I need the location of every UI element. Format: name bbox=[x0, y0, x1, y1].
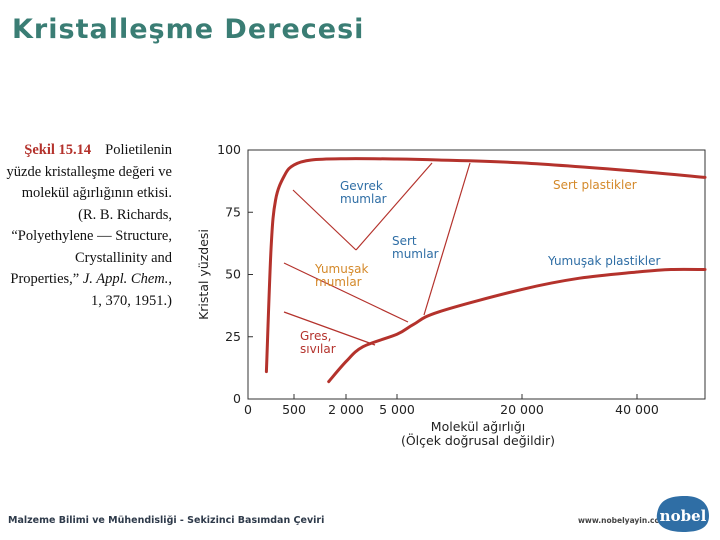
figure-caption: Şekil 15.14 Polietilenin yüzde kristalleş… bbox=[4, 140, 172, 312]
region-label: Gres, bbox=[300, 329, 331, 343]
lower-boundary-curve bbox=[327, 267, 707, 384]
slide-title: Kristalleşme Derecesi bbox=[12, 14, 365, 45]
region-label: Yumuşak bbox=[314, 262, 368, 276]
x-tick-label: 20 000 bbox=[500, 402, 544, 417]
upper-boundary-curve bbox=[264, 157, 707, 374]
region-label: Sert plastikler bbox=[553, 178, 637, 192]
x-tick-label: 2 000 bbox=[328, 402, 364, 417]
nobel-logo: nobel bbox=[656, 496, 709, 532]
region-label: mumlar bbox=[392, 247, 439, 261]
x-tick-label: 40 000 bbox=[615, 402, 659, 417]
region-divider bbox=[355, 162, 433, 251]
caption-citation: , 1, 370, 1951.) bbox=[91, 271, 172, 309]
x-tick-label: 0 bbox=[244, 402, 252, 417]
footer-text: Malzeme Bilimi ve Mühendisliği - Sekizin… bbox=[8, 515, 325, 526]
y-tick-label: 25 bbox=[225, 329, 241, 344]
region-label: Sert bbox=[392, 234, 417, 248]
region-divider bbox=[292, 189, 357, 251]
y-axis-label: Kristal yüzdesi bbox=[196, 229, 211, 320]
y-tick-label: 75 bbox=[225, 204, 241, 219]
region-label: mumlar bbox=[315, 275, 362, 289]
region-label: mumlar bbox=[340, 192, 387, 206]
logo-text: nobel bbox=[660, 507, 707, 525]
y-tick-label: 50 bbox=[225, 267, 241, 282]
region-label: sıvılar bbox=[300, 342, 336, 356]
caption-text: Polietilenin yüzde kristalleşme değeri v… bbox=[6, 142, 172, 287]
region-divider bbox=[283, 262, 409, 323]
x-tick-label: 5 000 bbox=[379, 402, 415, 417]
website-url: www.nobelyayin.com bbox=[578, 516, 668, 525]
figure-label: Şekil 15.14 bbox=[24, 142, 92, 158]
x-axis-label: (Ölçek doğrusal değildir) bbox=[401, 432, 555, 448]
caption-journal: J. Appl. Chem. bbox=[82, 271, 169, 287]
region-divider bbox=[283, 311, 376, 346]
x-tick-label: 500 bbox=[282, 402, 306, 417]
region-label: Yumuşak plastikler bbox=[547, 254, 660, 268]
y-tick-label: 0 bbox=[233, 391, 241, 406]
region-label: Gevrek bbox=[340, 179, 383, 193]
region-divider bbox=[423, 162, 471, 316]
y-tick-label: 100 bbox=[217, 142, 241, 157]
x-axis-label: Molekül ağırlığı bbox=[431, 419, 525, 434]
